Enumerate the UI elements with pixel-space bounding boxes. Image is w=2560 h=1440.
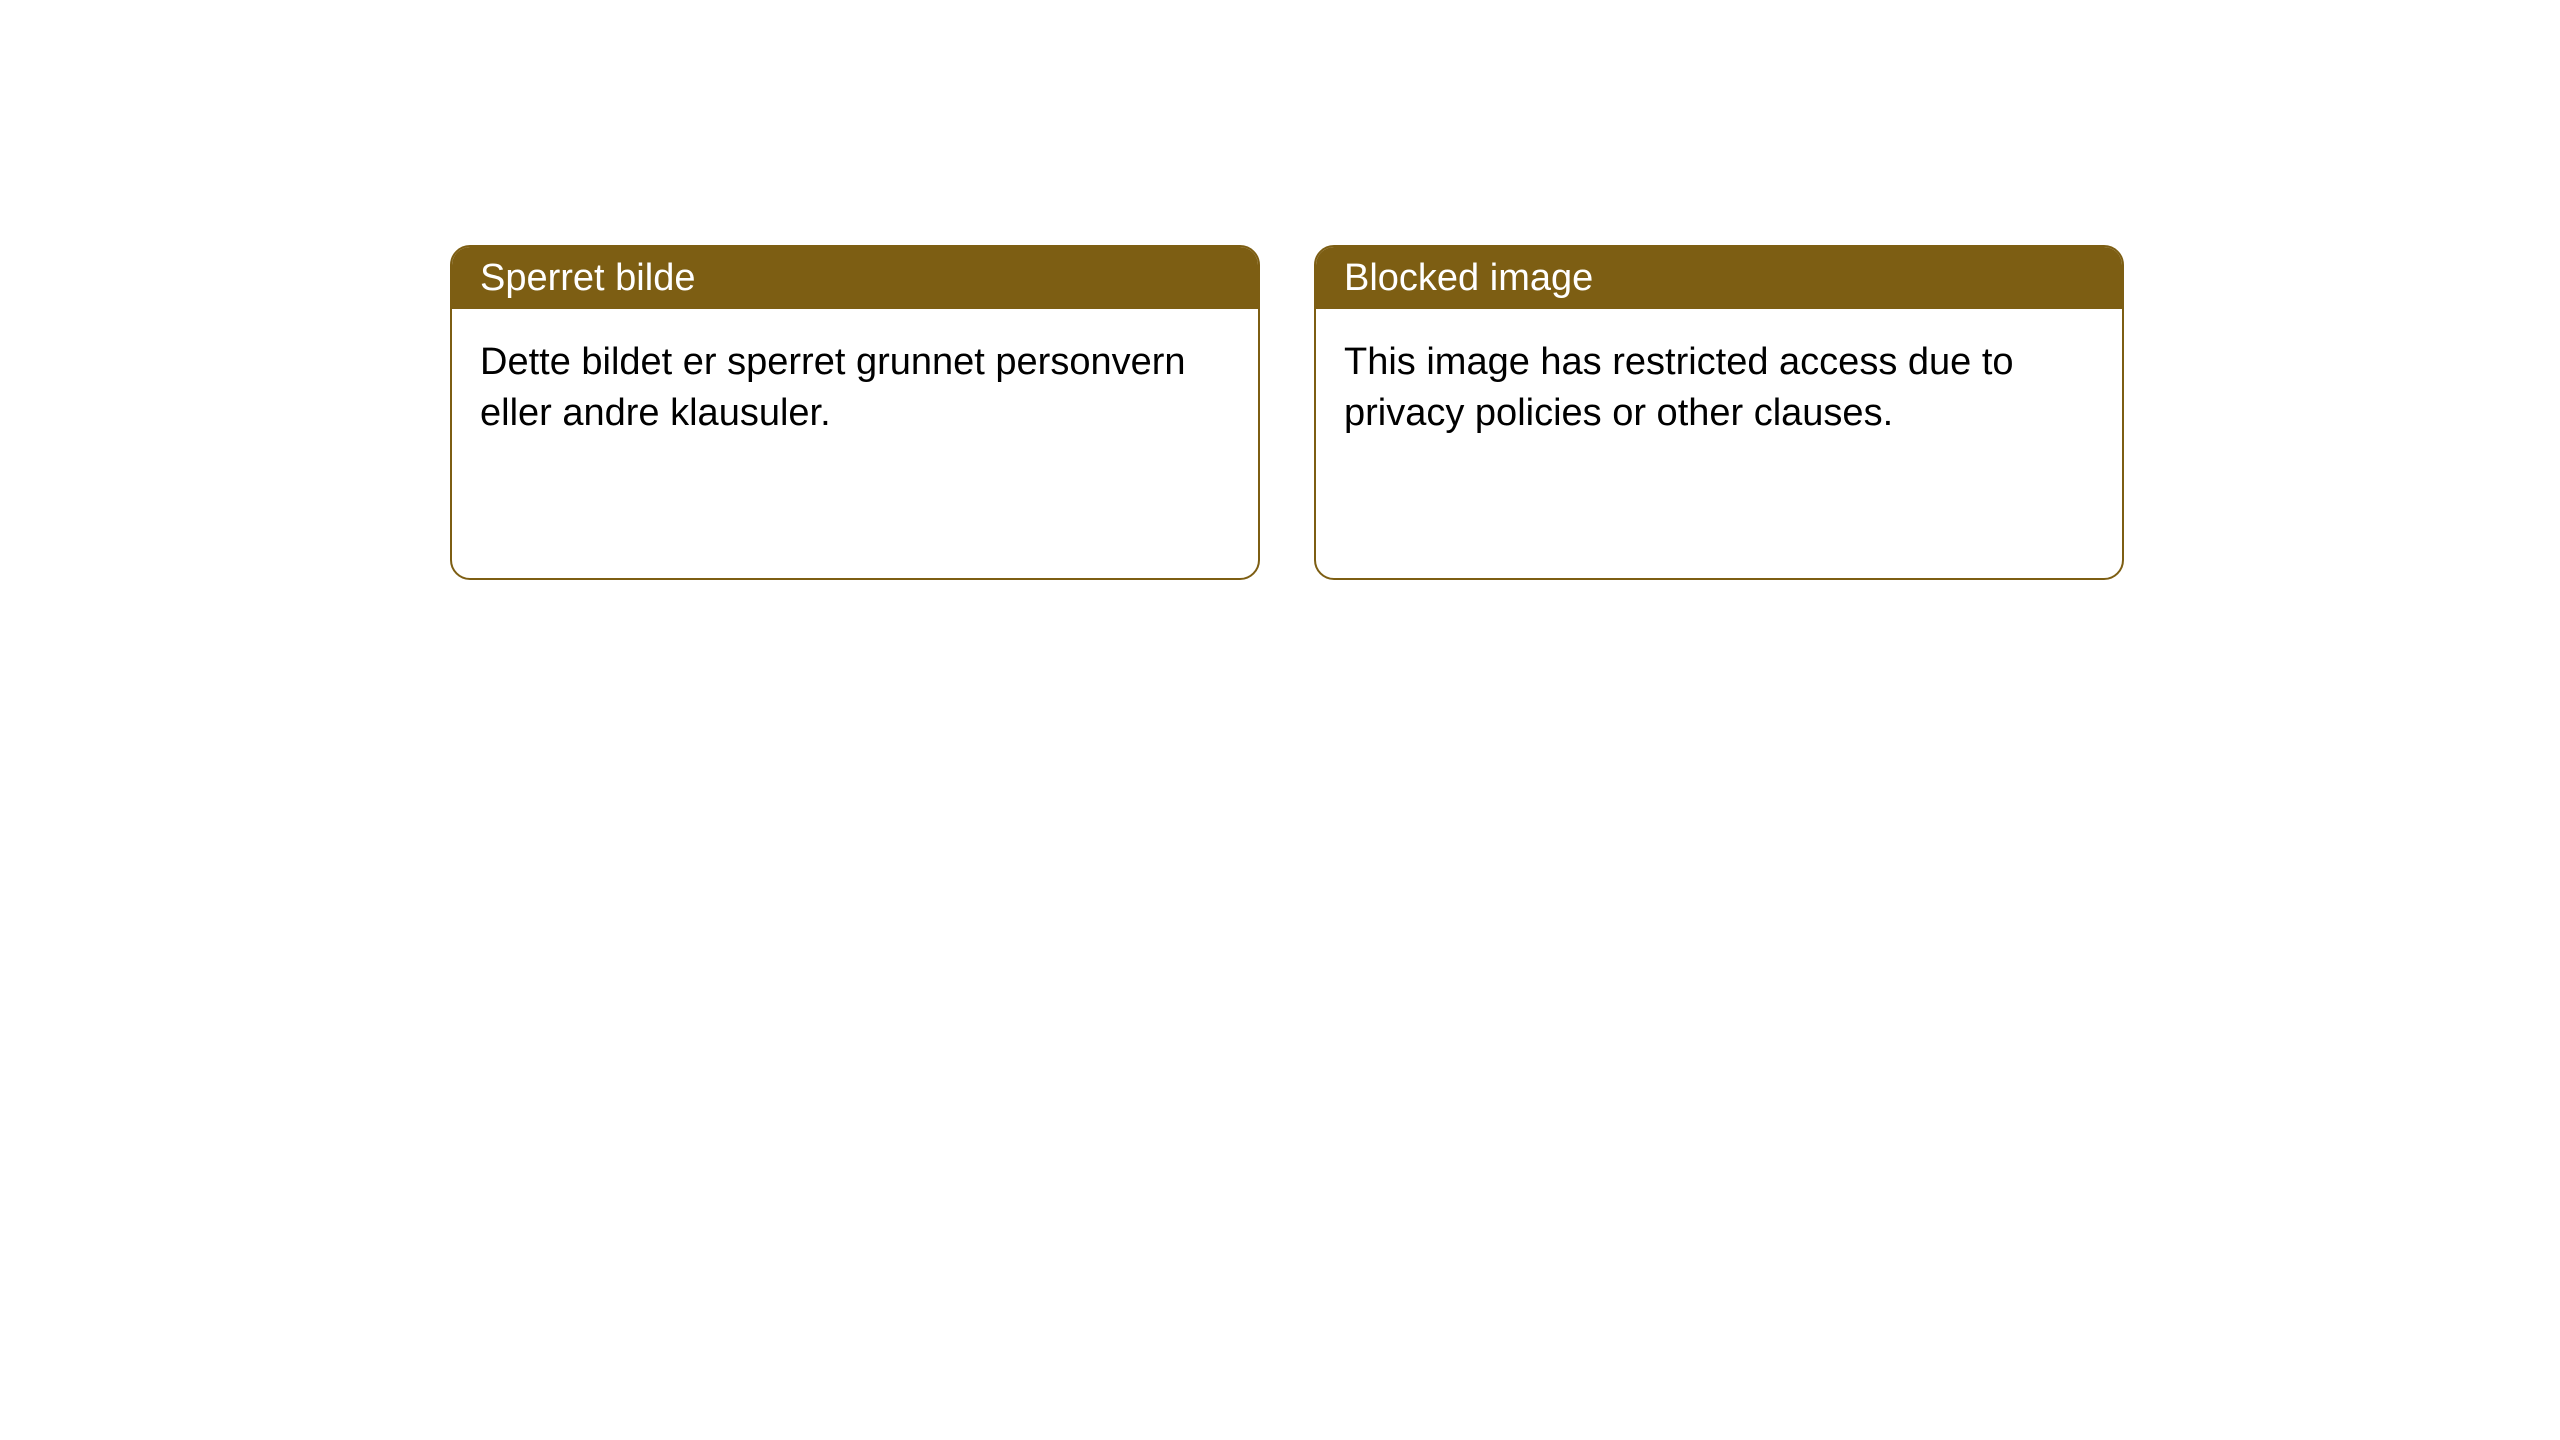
notice-header-norwegian: Sperret bilde [452, 247, 1258, 309]
notice-card-norwegian: Sperret bilde Dette bildet er sperret gr… [450, 245, 1260, 580]
notice-body-norwegian: Dette bildet er sperret grunnet personve… [452, 309, 1258, 468]
notice-header-english: Blocked image [1316, 247, 2122, 309]
notice-container: Sperret bilde Dette bildet er sperret gr… [0, 0, 2560, 580]
notice-card-english: Blocked image This image has restricted … [1314, 245, 2124, 580]
notice-title-english: Blocked image [1344, 257, 1593, 300]
notice-body-english: This image has restricted access due to … [1316, 309, 2122, 468]
notice-text-norwegian: Dette bildet er sperret grunnet personve… [480, 341, 1186, 434]
notice-text-english: This image has restricted access due to … [1344, 341, 2014, 434]
notice-title-norwegian: Sperret bilde [480, 257, 695, 300]
